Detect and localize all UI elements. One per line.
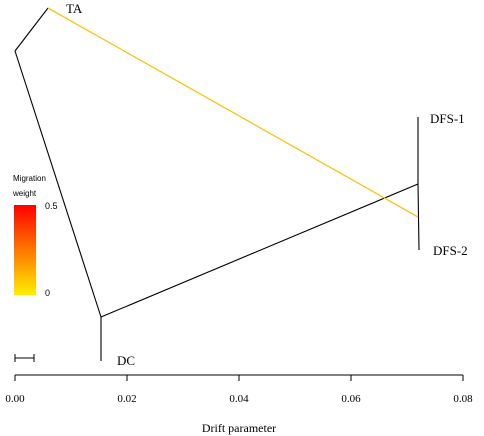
legend-title-line1: Migration bbox=[13, 174, 46, 183]
legend-max-label: 0.5 bbox=[45, 201, 58, 211]
tip-label-dc: DC bbox=[117, 353, 135, 368]
migration-edge bbox=[47, 7, 419, 218]
branch-dc-node-to-dfs-node bbox=[100, 183, 419, 318]
x-axis-title: Drift parameter bbox=[202, 421, 276, 435]
x-axis-tick-label: 0.06 bbox=[341, 393, 361, 405]
x-axis-tick-label: 0.00 bbox=[5, 393, 25, 405]
x-axis-tick-label: 0.02 bbox=[117, 393, 136, 405]
branch-root-to-dc-node bbox=[14, 50, 102, 318]
x-axis-ticks: 0.00 0.02 0.04 0.06 0.08 bbox=[5, 375, 473, 405]
x-axis-tick-label: 0.04 bbox=[229, 393, 249, 405]
branch-root-to-ta bbox=[14, 7, 49, 52]
tip-label-dfs-1: DFS-1 bbox=[430, 111, 465, 126]
legend-color-bar bbox=[14, 205, 36, 295]
legend-title-line2: weight bbox=[12, 189, 37, 198]
scale-bar bbox=[14, 354, 35, 362]
tip-label-dfs-2: DFS-2 bbox=[433, 243, 468, 258]
migration-weight-legend: Migration weight 0.5 0 bbox=[12, 174, 58, 298]
branch-dfs-2 bbox=[417, 183, 420, 251]
legend-min-label: 0 bbox=[45, 288, 50, 298]
x-axis: 0.00 0.02 0.04 0.06 0.08 Drift parameter bbox=[5, 374, 473, 435]
x-axis-tick-label: 0.08 bbox=[453, 393, 473, 405]
tree-branches bbox=[14, 7, 420, 361]
tip-label-ta: TA bbox=[66, 1, 83, 16]
